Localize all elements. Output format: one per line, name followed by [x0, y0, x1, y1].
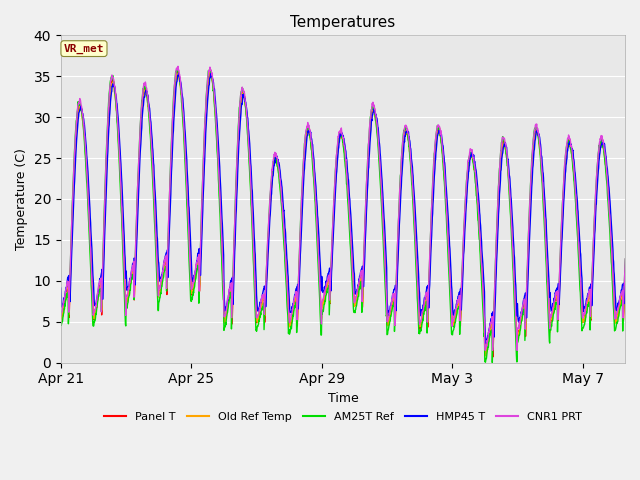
- HMP45 T: [57, 285, 65, 291]
- Line: CNR1 PRT: CNR1 PRT: [61, 66, 631, 350]
- HMP45 T: [627, 163, 635, 169]
- CNR1 PRT: [239, 86, 247, 92]
- HMP45 T: [175, 71, 182, 76]
- Panel T: [80, 122, 88, 128]
- Old Ref Temp: [627, 156, 635, 161]
- HMP45 T: [202, 125, 210, 131]
- CNR1 PRT: [627, 148, 635, 154]
- HMP45 T: [80, 117, 88, 122]
- Line: AM25T Ref: AM25T Ref: [61, 69, 631, 362]
- AM25T Ref: [488, 360, 496, 365]
- AM25T Ref: [260, 300, 268, 306]
- CNR1 PRT: [57, 310, 65, 315]
- Panel T: [57, 314, 65, 320]
- Panel T: [260, 293, 268, 299]
- Old Ref Temp: [202, 115, 209, 120]
- X-axis label: Time: Time: [328, 392, 358, 405]
- Old Ref Temp: [260, 295, 268, 300]
- Panel T: [489, 354, 497, 360]
- Panel T: [627, 154, 635, 160]
- CNR1 PRT: [80, 121, 88, 127]
- Old Ref Temp: [80, 127, 88, 132]
- Title: Temperatures: Temperatures: [291, 15, 396, 30]
- Old Ref Temp: [57, 318, 65, 324]
- CNR1 PRT: [174, 63, 182, 69]
- AM25T Ref: [420, 309, 428, 315]
- CNR1 PRT: [420, 300, 428, 306]
- Old Ref Temp: [205, 70, 213, 76]
- Old Ref Temp: [481, 353, 488, 359]
- AM25T Ref: [57, 321, 65, 327]
- Line: Old Ref Temp: Old Ref Temp: [61, 73, 631, 356]
- CNR1 PRT: [260, 291, 268, 297]
- Legend: Panel T, Old Ref Temp, AM25T Ref, HMP45 T, CNR1 PRT: Panel T, Old Ref Temp, AM25T Ref, HMP45 …: [99, 408, 586, 426]
- Panel T: [207, 68, 215, 73]
- HMP45 T: [304, 128, 312, 133]
- AM25T Ref: [202, 104, 209, 109]
- Panel T: [304, 128, 312, 133]
- Old Ref Temp: [420, 304, 428, 310]
- Y-axis label: Temperature (C): Temperature (C): [15, 148, 28, 250]
- Old Ref Temp: [239, 91, 247, 97]
- Text: VR_met: VR_met: [64, 44, 104, 54]
- HMP45 T: [483, 340, 490, 346]
- AM25T Ref: [80, 130, 88, 135]
- HMP45 T: [420, 297, 428, 303]
- Panel T: [420, 305, 428, 311]
- HMP45 T: [239, 94, 247, 100]
- CNR1 PRT: [202, 98, 210, 104]
- HMP45 T: [260, 286, 268, 292]
- Panel T: [239, 90, 247, 96]
- Line: HMP45 T: HMP45 T: [61, 73, 631, 343]
- CNR1 PRT: [304, 124, 312, 130]
- Panel T: [202, 118, 209, 124]
- Line: Panel T: Panel T: [61, 71, 631, 357]
- AM25T Ref: [207, 66, 214, 72]
- CNR1 PRT: [481, 348, 489, 353]
- Old Ref Temp: [304, 130, 312, 136]
- AM25T Ref: [627, 148, 635, 154]
- AM25T Ref: [239, 88, 247, 94]
- AM25T Ref: [304, 126, 312, 132]
